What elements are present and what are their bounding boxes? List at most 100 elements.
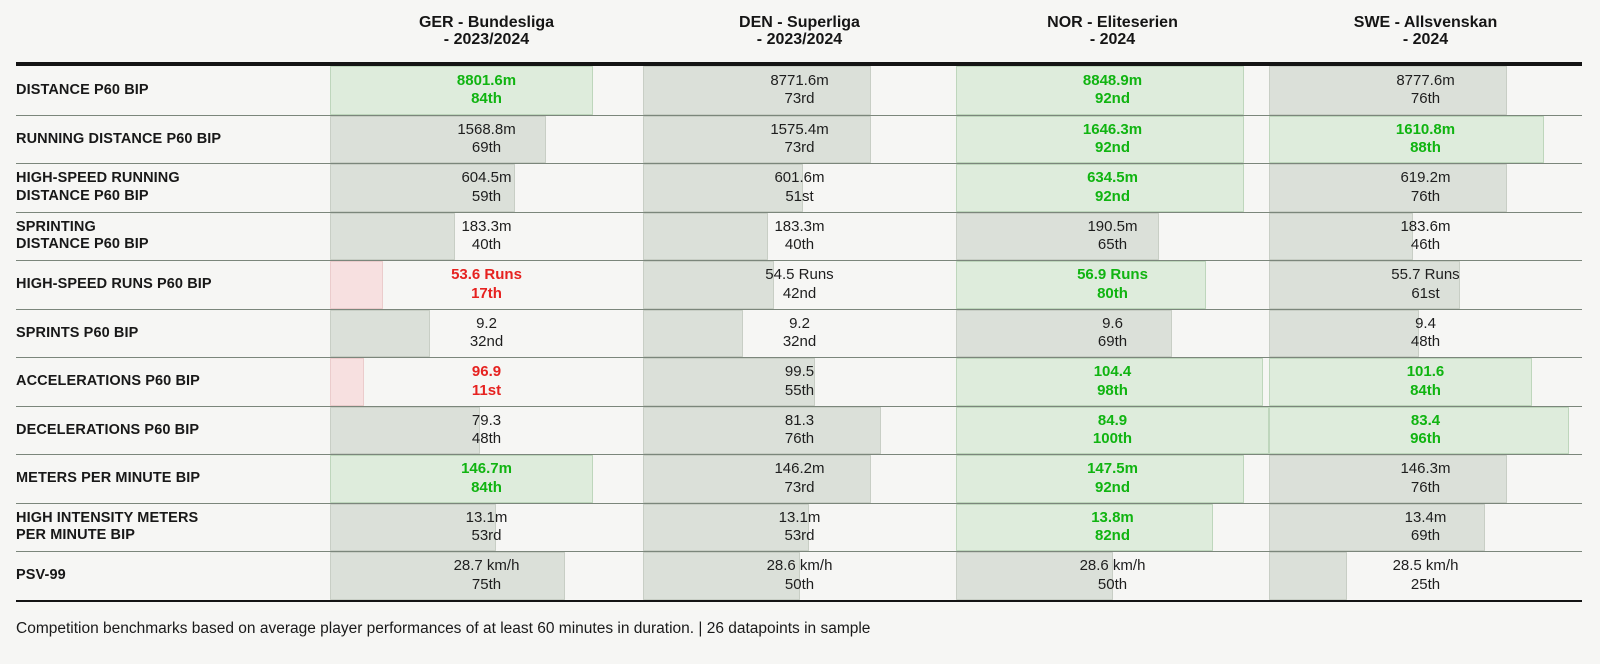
cell-value: 101.6 [1406,363,1445,381]
cell-text: 101.6 84th [1269,358,1582,406]
cell-value: 601.6m [774,169,825,187]
table-row: SPRINTS P60 BIP 9.2 32nd 9.2 32nd 9.6 69… [16,308,1582,358]
cell-percentile: 40th [784,236,815,254]
percentile-bar [956,66,1244,115]
percentile-bar [1269,66,1507,115]
percentile-bar [956,503,1213,551]
cell-text: 190.5m 65th [956,213,1269,261]
percentile-bar [1269,503,1485,551]
cell-percentile: 32nd [469,333,504,351]
cell-percentile: 25th [1410,575,1441,593]
cell-text: 1568.8m 69th [330,116,643,164]
percentile-bar [1269,358,1532,406]
metric-label-line: RUNNING DISTANCE P60 BIP [16,130,222,147]
cell-text: 28.7 km/h 75th [330,552,643,600]
cell-text: 8771.6m 73rd [643,66,956,115]
cell-value: 83.4 [1410,411,1441,429]
benchmark-cell: 56.9 Runs 80th [956,261,1269,309]
benchmark-cell: 13.1m 53rd [643,503,956,551]
cell-value: 28.5 km/h [1392,557,1459,575]
cell-value: 1646.3m [1082,120,1143,138]
cell-value: 190.5m [1087,217,1138,235]
cell-value: 183.6m [1400,217,1451,235]
cell-text: 99.5 55th [643,358,956,406]
cell-text: 9.4 48th [1269,310,1582,358]
benchmark-cell: 13.8m 82nd [956,503,1269,551]
benchmark-table: DISTANCE P60 BIP 8801.6m 84th 8771.6m 73… [16,62,1582,602]
benchmark-cell: 54.5 Runs 42nd [643,261,956,309]
cell-text: 8801.6m 84th [330,66,643,115]
benchmark-cell: 1568.8m 69th [330,115,643,164]
benchmark-cell: 9.2 32nd [330,309,643,358]
cell-text: 56.9 Runs 80th [956,261,1269,309]
cell-percentile: 61st [1411,284,1440,302]
cell-percentile: 48th [1410,333,1441,351]
percentile-bar [956,358,1263,406]
cell-percentile: 84th [1410,381,1441,399]
metric-label: SPRINTING DISTANCE P60 BIP [16,213,330,261]
benchmark-cell: 1646.3m 92nd [956,115,1269,163]
cell-text: 146.2m 73rd [643,455,956,503]
cell-percentile: 92nd [1094,478,1130,496]
percentile-bar [330,261,384,309]
cell-value: 13.1m [778,508,821,526]
metric-label-line: SPRINTING [16,218,96,235]
cell-percentile: 84th [471,90,502,108]
cell-value: 28.7 km/h [453,557,520,575]
cell-percentile: 48th [471,430,502,448]
cell-percentile: 32nd [782,333,817,351]
column-headers: GER - Bundesliga - 2023/2024 DEN - Super… [16,0,1582,62]
benchmark-cell: 9.4 48th [1269,309,1582,358]
cell-value: 146.2m [774,460,825,478]
metric-label-line: PSV-99 [16,567,66,583]
metric-label: HIGH-SPEED RUNNING DISTANCE P60 BIP [16,164,330,212]
table-row: DISTANCE P60 BIP 8801.6m 84th 8771.6m 73… [16,66,1582,115]
cell-value: 55.7 Runs [1391,266,1460,284]
cell-value: 79.3 [471,411,502,429]
cell-percentile: 17th [471,284,502,302]
cell-percentile: 53rd [471,527,502,545]
cell-value: 53.6 Runs [451,266,522,284]
cell-text: 28.6 km/h 50th [643,552,956,600]
metric-label: PSV-99 [16,552,330,600]
cell-percentile: 92nd [1094,90,1130,108]
percentile-bar [330,455,593,503]
cell-text: 1575.4m 73rd [643,116,956,164]
benchmark-cell: 619.2m 76th [1269,164,1582,212]
percentile-bar [643,66,872,115]
percentile-bar [956,552,1113,600]
percentile-bar [330,309,431,357]
table-row: HIGH-SPEED RUNS P60 BIP 53.6 Runs 17th 5… [16,260,1582,309]
benchmark-cell: 83.4 96th [1269,406,1582,454]
benchmark-cell: 604.5m 59th [330,164,643,212]
benchmark-cell: 28.5 km/h 25th [1269,552,1582,600]
metric-label-line: DISTANCE P60 BIP [16,236,149,253]
cell-text: 1610.8m 88th [1269,116,1582,164]
metric-label: HIGH INTENSITY METERS PER MINUTE BIP [16,504,330,552]
cell-value: 634.5m [1087,169,1138,187]
cell-percentile: 92nd [1094,187,1130,205]
percentile-bar [643,309,744,357]
cell-percentile: 84th [471,478,502,496]
cell-text: 79.3 48th [330,407,643,455]
percentile-bar [330,406,481,454]
cell-value: 96.9 [471,363,502,381]
cell-value: 9.4 [1415,314,1436,332]
cell-text: 604.5m 59th [330,164,643,212]
cell-text: 619.2m 76th [1269,164,1582,212]
metric-label: ACCELERATIONS P60 BIP [16,358,330,406]
benchmark-cell: 8771.6m 73rd [643,66,956,115]
cell-text: 28.6 km/h 50th [956,552,1269,600]
metric-label-line: HIGH-SPEED RUNS P60 BIP [16,276,212,292]
metric-label: DECELERATIONS P60 BIP [16,407,330,455]
metric-label-line: HIGH INTENSITY METERS [16,509,199,526]
percentile-bar [643,261,775,309]
league-name: GER - Bundesliga [418,13,555,31]
benchmark-cell: 8801.6m 84th [330,66,643,115]
cell-text: 9.2 32nd [330,310,643,358]
percentile-bar [330,115,546,163]
cell-text: 28.5 km/h 25th [1269,552,1582,600]
benchmark-cell: 8777.6m 76th [1269,66,1582,115]
season-label: - 2024 [1402,31,1449,48]
benchmark-cell: 147.5m 92nd [956,455,1269,503]
